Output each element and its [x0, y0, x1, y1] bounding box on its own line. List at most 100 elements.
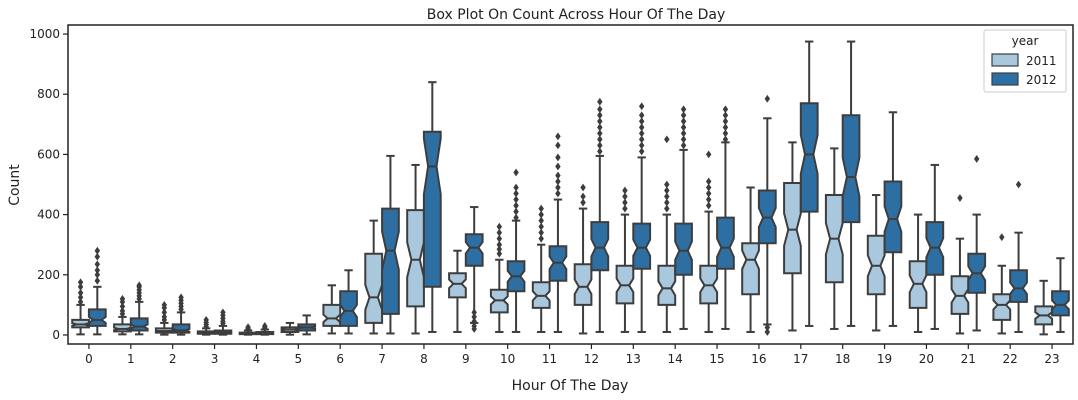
- outlier-point: [597, 123, 603, 132]
- outlier-point: [597, 117, 603, 126]
- box-2012-hour-23: [1051, 257, 1070, 333]
- outlier-point: [638, 147, 645, 156]
- outlier-point: [680, 111, 687, 120]
- x-tick-label: 22: [1003, 352, 1018, 366]
- box-2012-hour-5: [297, 314, 317, 336]
- box-body: [322, 303, 342, 327]
- outlier-point: [538, 222, 544, 231]
- outlier-point: [538, 234, 544, 243]
- outlier-point: [555, 162, 561, 171]
- outlier-point: [555, 189, 561, 198]
- box-2012-hour-21: [967, 155, 987, 332]
- box-2012-hour-17: [799, 40, 819, 327]
- x-tick-label: 1: [127, 352, 135, 366]
- x-tick-label: 11: [542, 352, 557, 366]
- box-body: [448, 272, 467, 299]
- outlier-point: [638, 123, 645, 132]
- box-body: [87, 308, 107, 327]
- box-body: [716, 216, 735, 270]
- box-2012-hour-12: [590, 97, 610, 333]
- outlier-point: [496, 234, 503, 243]
- x-tick-label: 21: [961, 352, 976, 366]
- box-2012-hour-13: [632, 102, 652, 333]
- box-body: [422, 130, 442, 288]
- plot-frame: [67, 24, 1074, 345]
- box-2011-hour-18: [824, 147, 844, 330]
- outlier-point: [161, 300, 168, 309]
- box-body: [674, 222, 693, 276]
- outlier-point: [77, 282, 84, 291]
- x-tick-label: 10: [500, 352, 515, 366]
- outlier-point: [161, 313, 168, 321]
- box-body: [364, 252, 384, 324]
- outlier-point: [705, 183, 712, 192]
- outlier-point: [597, 97, 603, 106]
- box-2012-hour-8: [422, 81, 442, 333]
- outlier-point: [496, 245, 503, 254]
- legend-swatch-2011: [991, 53, 1019, 67]
- outlier-point: [580, 192, 586, 201]
- outlier-point: [680, 105, 687, 114]
- outlier-point: [94, 252, 101, 261]
- outlier-point: [680, 123, 687, 132]
- outlier-point: [638, 141, 645, 150]
- outlier-point: [580, 198, 586, 207]
- x-tick-label: 19: [877, 352, 892, 366]
- outlier-point: [638, 117, 645, 126]
- box-body: [841, 114, 861, 224]
- box-body: [741, 242, 760, 296]
- outlier-point: [597, 105, 603, 114]
- outlier-point: [638, 135, 645, 144]
- x-tick-label: 2: [169, 352, 177, 366]
- outlier-point: [764, 94, 771, 103]
- x-tick-label: 20: [919, 352, 934, 366]
- outlier-point: [94, 276, 101, 285]
- x-tick-label: 18: [835, 352, 850, 366]
- box-2012-hour-7: [381, 154, 400, 335]
- outlier-point: [664, 192, 670, 201]
- outlier-point: [722, 135, 729, 144]
- outlier-point: [513, 195, 519, 204]
- outlier-point: [513, 168, 519, 177]
- outlier-point: [94, 266, 101, 275]
- outlier-point: [764, 328, 771, 336]
- outlier-point: [764, 323, 771, 332]
- outlier-point: [496, 228, 503, 237]
- box-2012-hour-18: [841, 40, 861, 327]
- outlier-point: [471, 308, 477, 317]
- outlier-point: [471, 313, 477, 321]
- x-tick-label: 14: [668, 352, 683, 366]
- box-body: [113, 323, 132, 333]
- outlier-point: [538, 216, 544, 225]
- outlier-point: [664, 135, 670, 144]
- outlier-point: [220, 308, 226, 317]
- x-tick-label: 7: [378, 352, 386, 366]
- box-2012-hour-6: [339, 269, 358, 335]
- box-2012-hour-10: [506, 168, 526, 333]
- outlier-point: [622, 204, 628, 213]
- outlier-point: [597, 141, 603, 150]
- outlier-point: [119, 302, 126, 311]
- outlier-point: [622, 186, 628, 195]
- x-tick-label: 23: [1044, 352, 1059, 366]
- outlier-point: [555, 153, 561, 162]
- x-tick-label: 3: [211, 352, 219, 366]
- box-2012-hour-22: [1009, 180, 1028, 333]
- outlier-point: [705, 189, 712, 198]
- box-2011-hour-9: [448, 249, 467, 333]
- box-2011-hour-10: [489, 222, 509, 333]
- outlier-point: [664, 180, 670, 189]
- y-tick-label: 200: [37, 268, 60, 282]
- outlier-point: [705, 150, 712, 159]
- outlier-point: [680, 117, 687, 126]
- y-axis-ticks: 0 200 400 600 800 1000: [29, 27, 68, 342]
- outlier-point: [513, 201, 519, 210]
- box-body: [573, 263, 593, 306]
- outlier-point: [722, 123, 729, 132]
- chart-title: Box Plot On Count Across Hour Of The Day: [427, 7, 725, 23]
- outlier-point: [178, 293, 184, 302]
- outlier-point: [513, 213, 519, 222]
- outlier-point: [680, 135, 687, 144]
- y-tick-label: 1000: [29, 27, 60, 41]
